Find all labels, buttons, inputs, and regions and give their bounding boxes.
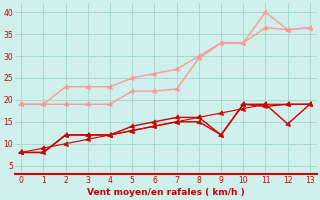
X-axis label: Vent moyen/en rafales ( km/h ): Vent moyen/en rafales ( km/h ) — [87, 188, 244, 197]
